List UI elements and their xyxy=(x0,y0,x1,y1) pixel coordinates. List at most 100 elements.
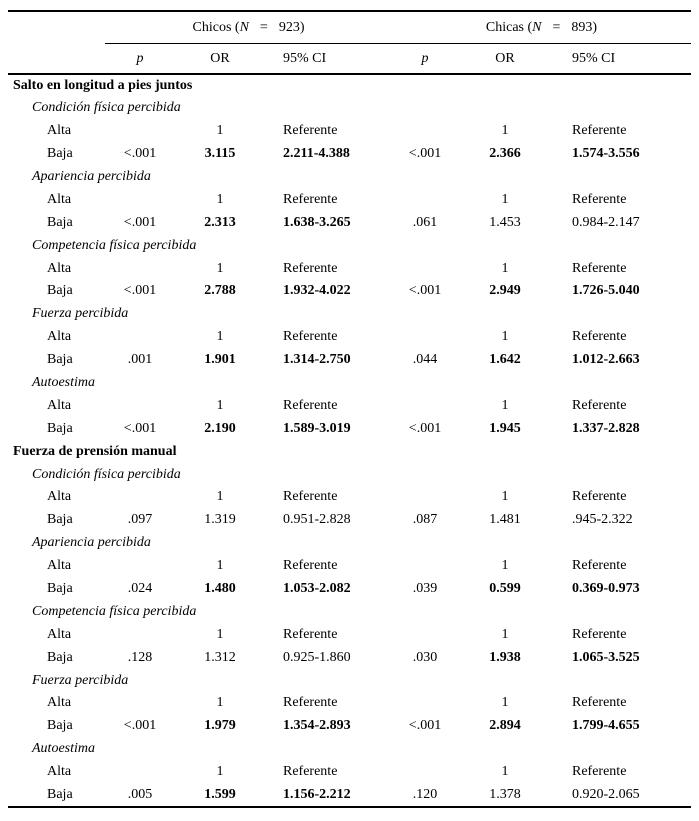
confidence-interval: Referente xyxy=(283,695,338,711)
odds-ratio: 1.319 xyxy=(204,512,236,528)
p-value: <.001 xyxy=(408,718,442,734)
p-value: .039 xyxy=(412,581,438,597)
row-label: Baja xyxy=(47,214,73,230)
odds-ratio: 1.599 xyxy=(204,786,236,802)
odds-ratio: 1 xyxy=(501,558,509,574)
table-row: Baja <.001 3.115 2.211-4.388 <.001 2.366 1.574… xyxy=(8,143,691,166)
subsection-row: Autoestima xyxy=(8,372,691,395)
odds-ratio: 2.190 xyxy=(204,420,236,436)
n-symbol: N xyxy=(239,19,249,35)
odds-ratio: 2.894 xyxy=(489,718,521,734)
odds-ratio: 1 xyxy=(216,558,224,574)
confidence-interval: .945-2.322 xyxy=(572,512,633,528)
odds-ratio: 1.979 xyxy=(204,718,236,734)
table-row: Baja <.001 2.788 1.932-4.022 <.001 2.949 1.726… xyxy=(8,280,691,303)
table-row: Alta 1 Referente 1 Referente xyxy=(8,188,691,211)
subsection-label: Fuerza percibida xyxy=(32,672,129,688)
p-value xyxy=(392,394,458,417)
odds-ratio: 1.480 xyxy=(204,581,236,597)
odds-ratio: 1.378 xyxy=(489,786,521,802)
odds-ratio: 1 xyxy=(216,191,224,207)
table-row: Alta 1 Referente 1 Referente xyxy=(8,761,691,784)
odds-ratio: 1 xyxy=(216,397,224,413)
confidence-interval: Referente xyxy=(572,489,627,505)
p-value: <.001 xyxy=(123,214,157,230)
table-row: Alta 1 Referente 1 Referente xyxy=(8,257,691,280)
confidence-interval: Referente xyxy=(572,695,627,711)
row-label: Alta xyxy=(47,489,72,505)
subsection-row: Competencia física percibida xyxy=(8,234,691,257)
subsection-label: Condición física percibida xyxy=(32,466,181,482)
p-value: .044 xyxy=(412,352,438,368)
p-value: <.001 xyxy=(123,283,157,299)
subsection-row: Competencia física percibida xyxy=(8,600,691,623)
p-value xyxy=(105,555,175,578)
confidence-interval: 0.951-2.828 xyxy=(283,512,351,528)
column-header-p: p xyxy=(392,43,458,75)
confidence-interval: Referente xyxy=(572,329,627,345)
subsection-row: Apariencia percibida xyxy=(8,532,691,555)
section-row: Fuerza de prensión manual xyxy=(8,440,691,463)
odds-ratio: 1 xyxy=(216,260,224,276)
p-value xyxy=(392,555,458,578)
confidence-interval: 1.932-4.022 xyxy=(283,283,351,299)
row-label: Baja xyxy=(47,512,73,528)
table-row: Baja <.001 1.979 1.354-2.893 <.001 2.894 1.799… xyxy=(8,715,691,738)
subsection-label: Apariencia percibida xyxy=(32,535,151,551)
odds-ratio: 2.366 xyxy=(489,146,521,162)
row-label: Baja xyxy=(47,718,73,734)
table-sheet: Chicos (N = 923) Chicas (N = 893) p OR 95% C… xyxy=(8,10,691,808)
subsection-row: Condición física percibida xyxy=(8,97,691,120)
section-label: Fuerza de prensión manual xyxy=(13,443,177,459)
confidence-interval: Referente xyxy=(572,191,627,207)
confidence-interval: 2.211-4.388 xyxy=(283,146,350,162)
p-value xyxy=(105,257,175,280)
row-label: Alta xyxy=(47,191,72,207)
stub-cell xyxy=(8,11,105,44)
table-row: Alta 1 Referente 1 Referente xyxy=(8,120,691,143)
row-label: Alta xyxy=(47,397,72,413)
group-n-value: 893) xyxy=(571,19,598,35)
confidence-interval: 1.574-3.556 xyxy=(572,146,640,162)
odds-ratio: 1 xyxy=(216,123,224,139)
p-value xyxy=(105,120,175,143)
p-value: .001 xyxy=(127,352,153,368)
p-value xyxy=(105,486,175,509)
odds-ratio: 1.481 xyxy=(489,512,521,528)
group-n-value: 923) xyxy=(278,19,305,35)
p-value: .128 xyxy=(127,649,153,665)
subsection-label: Competencia física percibida xyxy=(32,237,197,253)
row-label: Alta xyxy=(47,260,72,276)
confidence-interval: 1.337-2.828 xyxy=(572,420,640,436)
subsection-row: Fuerza percibida xyxy=(8,669,691,692)
row-label: Alta xyxy=(47,764,72,780)
p-value xyxy=(105,692,175,715)
p-value: .097 xyxy=(127,512,153,528)
row-label: Baja xyxy=(47,581,73,597)
odds-ratio: 1 xyxy=(501,489,509,505)
odds-ratio: 1.938 xyxy=(489,649,521,665)
p-value: <.001 xyxy=(408,283,442,299)
p-value: <.001 xyxy=(408,146,442,162)
p-value: .024 xyxy=(127,581,153,597)
p-value xyxy=(392,761,458,784)
subsection-label: Autoestima xyxy=(32,375,95,391)
confidence-interval: Referente xyxy=(572,626,627,642)
row-label: Baja xyxy=(47,146,73,162)
p-value: <.001 xyxy=(123,420,157,436)
confidence-interval: Referente xyxy=(572,260,627,276)
row-label: Alta xyxy=(47,329,72,345)
subsection-row: Condición física percibida xyxy=(8,463,691,486)
table-row: Alta 1 Referente 1 Referente xyxy=(8,623,691,646)
equals-sign: = xyxy=(259,19,268,35)
confidence-interval: Referente xyxy=(283,489,338,505)
row-label: Baja xyxy=(47,352,73,368)
p-value xyxy=(392,257,458,280)
confidence-interval: Referente xyxy=(283,191,338,207)
p-value: <.001 xyxy=(123,718,157,734)
odds-ratio: 2.788 xyxy=(204,283,236,299)
logistic-regression-table: Chicos (N = 923) Chicas (N = 893) p OR 95% C… xyxy=(8,10,691,808)
confidence-interval: 1.156-2.212 xyxy=(283,786,351,802)
odds-ratio: 1 xyxy=(216,489,224,505)
confidence-interval: 0.984-2.147 xyxy=(572,214,640,230)
